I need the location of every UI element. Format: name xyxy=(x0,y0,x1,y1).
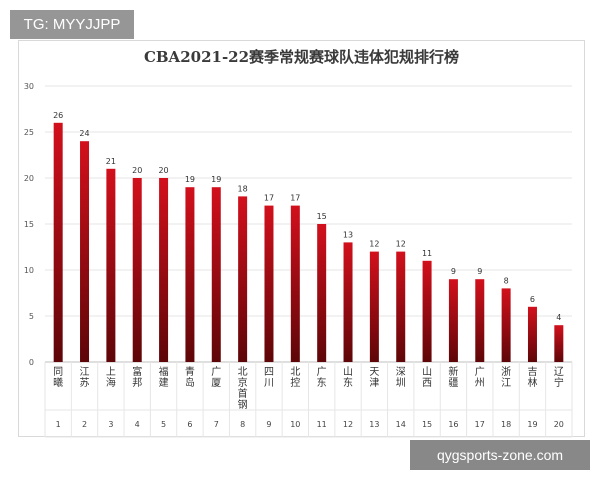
bars xyxy=(53,122,564,362)
rank-label: 3 xyxy=(108,420,113,429)
rank-label: 12 xyxy=(343,420,353,429)
rank-label: 17 xyxy=(475,420,485,429)
category-label: 北控 xyxy=(290,366,300,389)
bar-value-label: 12 xyxy=(369,240,379,249)
category-label: 天津 xyxy=(369,367,379,389)
bar-value-label: 15 xyxy=(317,212,327,221)
rank-label: 1 xyxy=(56,420,61,429)
rank-label: 15 xyxy=(422,420,432,429)
bar xyxy=(132,178,142,362)
category-label: 辽宁 xyxy=(554,366,564,389)
category-label: 广州 xyxy=(475,366,485,389)
rank-label: 16 xyxy=(448,420,458,429)
bar-value-label: 19 xyxy=(211,175,221,184)
bar-value-label: 12 xyxy=(396,240,406,249)
bar-value-label: 24 xyxy=(79,129,89,138)
rank-label: 8 xyxy=(240,420,245,429)
bar-value-label: 26 xyxy=(53,111,63,120)
category-label: 青岛 xyxy=(185,365,195,389)
bar xyxy=(80,141,90,362)
category-label: 富邦 xyxy=(132,365,142,389)
bar xyxy=(159,178,169,362)
y-tick-label: 5 xyxy=(29,312,34,321)
bar-value-label: 11 xyxy=(422,249,432,258)
bar-value-label: 13 xyxy=(343,230,353,239)
bar-value-label: 8 xyxy=(504,276,509,285)
rank-label: 2 xyxy=(82,420,87,429)
bar-value-label: 21 xyxy=(106,157,116,166)
bar xyxy=(501,288,511,362)
category-label: 同曦 xyxy=(53,366,63,389)
bar xyxy=(185,187,195,362)
category-label: 吉林 xyxy=(527,366,537,389)
rank-label: 6 xyxy=(187,420,192,429)
category-label: 山东 xyxy=(343,366,353,389)
category-label: 上海 xyxy=(106,366,116,389)
y-tick-label: 30 xyxy=(24,82,34,91)
category-label: 四川 xyxy=(264,367,274,389)
bar xyxy=(238,196,248,362)
rank-label: 4 xyxy=(135,420,140,429)
rank-label: 19 xyxy=(527,420,537,429)
grid-lines xyxy=(44,85,573,438)
bar-value-label: 18 xyxy=(238,184,248,193)
bar xyxy=(53,122,63,362)
bar xyxy=(264,205,274,362)
bar-value-label: 20 xyxy=(132,166,142,175)
data-labels: 26 24 21 20 20 19 19 18 17 17 15 13 12 12 11 9 9 8 6 4 xyxy=(53,111,561,322)
bar-value-label: 6 xyxy=(530,295,535,304)
category-label: 北京首钢 xyxy=(238,366,248,411)
rank-label: 18 xyxy=(501,420,511,429)
bar xyxy=(290,205,300,362)
bar-value-label: 17 xyxy=(264,194,274,203)
rank-label: 14 xyxy=(396,420,406,429)
category-label: 福建 xyxy=(159,365,169,389)
category-label: 广厦 xyxy=(211,366,221,389)
rank-label: 20 xyxy=(554,420,564,429)
bar xyxy=(475,279,485,362)
bar xyxy=(211,187,221,362)
y-tick-label: 25 xyxy=(24,128,34,137)
category-label: 深圳 xyxy=(396,366,406,389)
y-tick-label: 20 xyxy=(24,174,34,183)
rank-label: 10 xyxy=(290,420,300,429)
bar xyxy=(554,325,564,362)
bar-value-label: 20 xyxy=(158,166,168,175)
y-tick-label: 15 xyxy=(24,220,34,229)
bar xyxy=(369,251,379,362)
category-label: 山西 xyxy=(422,366,432,389)
bar xyxy=(317,224,327,362)
bar-value-label: 17 xyxy=(290,194,300,203)
bar xyxy=(422,260,432,362)
chart-title: CBA2021-22赛季常规赛球队违体犯规排行榜 xyxy=(143,48,460,66)
category-label: 江苏 xyxy=(80,366,90,389)
y-tick-label: 10 xyxy=(24,266,34,275)
bar-value-label: 9 xyxy=(477,267,482,276)
category-label: 新疆 xyxy=(448,365,458,389)
watermark-top-left: TG: MYYJJPP xyxy=(10,10,134,39)
category-label: 广东 xyxy=(317,366,327,389)
bar-value-label: 19 xyxy=(185,175,195,184)
bar xyxy=(106,168,116,362)
bar xyxy=(396,251,406,362)
bar xyxy=(527,306,537,362)
rank-label: 13 xyxy=(369,420,379,429)
watermark-bottom-right: qygsports-zone.com xyxy=(410,440,590,470)
bar-value-label: 4 xyxy=(556,313,561,322)
bar-value-label: 9 xyxy=(451,267,456,276)
bar xyxy=(343,242,353,362)
y-tick-label: 0 xyxy=(29,358,34,367)
rank-label: 11 xyxy=(317,420,327,429)
y-axis-ticks: 0 5 10 15 20 25 30 xyxy=(24,82,34,367)
rank-label: 5 xyxy=(161,420,166,429)
rank-label: 7 xyxy=(214,420,219,429)
rank-row: 1 2 3 4 5 6 7 8 9 10 11 12 13 14 15 16 17 18 19 20 xyxy=(56,420,564,429)
rank-label: 9 xyxy=(266,420,271,429)
bar xyxy=(448,279,458,362)
category-label: 浙江 xyxy=(501,366,511,389)
